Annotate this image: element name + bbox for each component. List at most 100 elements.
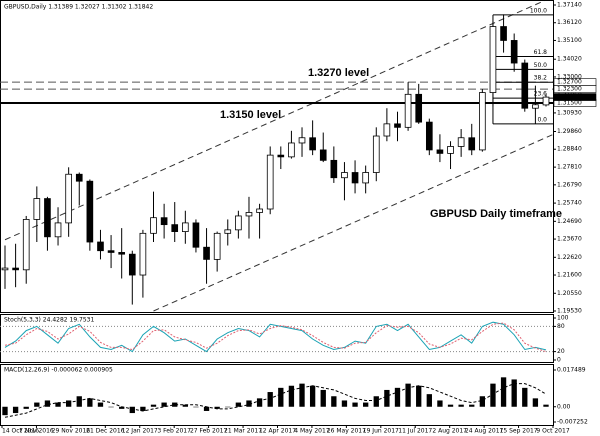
candle-body	[489, 26, 497, 93]
macd-bar	[394, 387, 401, 407]
macd-bar	[511, 379, 517, 407]
macd-bar	[87, 398, 93, 407]
y-tick-label: 1.19530	[557, 308, 582, 315]
y-tick-label: 80	[557, 323, 565, 330]
candle-body	[224, 229, 232, 234]
fib-label: 0.0	[537, 116, 547, 123]
candle-body	[479, 92, 486, 151]
y-tick-label: 1.27810	[557, 164, 582, 171]
stoch-line	[4, 321, 547, 353]
candle-body	[319, 149, 327, 161]
fib-label: 50.0	[534, 62, 548, 69]
macd-bar	[363, 402, 369, 407]
macd-bar	[278, 387, 284, 407]
y-tick-label: 1.35100	[557, 37, 582, 44]
macd-bar	[76, 396, 82, 407]
x-tick-label: 14 Oct 2016	[2, 428, 39, 435]
candle-body	[500, 26, 507, 41]
x-tick-label: 12 Jan 2017	[122, 428, 158, 435]
stoch-panel	[0, 314, 554, 363]
macd-bar	[299, 383, 305, 407]
x-tick-label: 21 Dec 2016	[86, 428, 125, 435]
y-tick-label: 1.25740	[557, 200, 582, 207]
macd-bar	[140, 406, 146, 411]
fib-label: 61.8	[534, 49, 548, 56]
fib-label: 100.0	[530, 7, 547, 14]
macd-bar	[55, 402, 61, 407]
trendline	[153, 133, 553, 312]
candle-body	[351, 172, 359, 184]
candle-body	[192, 222, 200, 248]
macd-title: MACD(12,26,9) -0.000062 0.000905	[4, 367, 113, 374]
macd-bar	[341, 400, 348, 407]
macd-bar	[416, 385, 422, 407]
candle-body	[266, 154, 274, 210]
y-tick-label: 1.28840	[557, 146, 582, 153]
candle-body	[394, 123, 401, 128]
candle-body	[436, 149, 444, 154]
y-tick-label: 100	[557, 315, 569, 322]
candle-body	[213, 232, 221, 260]
y-tick-label: 1.20550	[557, 290, 582, 297]
macd-bar	[309, 385, 316, 407]
y-tick-label: 1.21600	[557, 272, 582, 279]
macd-bar	[225, 406, 231, 408]
annotation: 1.3150 level	[220, 109, 281, 121]
macd-panel	[0, 364, 554, 426]
x-tick-label: 4 May 2017	[294, 428, 329, 435]
y-tick-label: 0.00	[557, 403, 571, 410]
price-tag	[553, 93, 597, 101]
x-tick-label: 19 Jun 2017	[363, 428, 399, 435]
macd-bar	[193, 406, 199, 408]
price-tag-label: 1.31500	[557, 100, 582, 107]
price-plot: 0.0 23.6 38.2 50.0 61.8 100.0	[0, 1, 553, 312]
candle-body	[510, 40, 518, 64]
price-panel	[0, 0, 554, 313]
candle-body	[447, 146, 454, 154]
candle-body	[532, 104, 539, 109]
macd-bar	[256, 398, 263, 407]
macd-bar	[119, 406, 125, 409]
fib-label: 38.2	[534, 75, 548, 82]
candle-body	[309, 137, 316, 151]
macd-bar	[44, 400, 51, 407]
candle-body	[75, 173, 83, 182]
macd-bar	[150, 404, 157, 407]
candle-body	[97, 241, 104, 252]
annotation: 1.3270 level	[308, 67, 369, 79]
macd-bar	[2, 406, 8, 416]
y-tick-label: 1.33000	[557, 73, 582, 80]
macd-bar	[490, 383, 496, 407]
y-tick-label: 1.24690	[557, 218, 582, 225]
macd-bar	[331, 396, 337, 407]
macd-bar	[108, 406, 114, 408]
candle-body	[128, 253, 136, 276]
macd-bar	[235, 402, 242, 407]
x-tick-label: 26 May 2017	[327, 428, 366, 435]
x-tick-label: 29 Nov 2016	[52, 428, 91, 435]
candle-body	[521, 62, 529, 109]
candle-body	[245, 212, 253, 217]
macd-bar	[65, 400, 72, 407]
candle-body	[341, 172, 348, 179]
price-tag-label: 1.32300	[557, 86, 582, 93]
macd-bar	[288, 385, 295, 407]
x-tick-label: 2 Aug 2017	[432, 428, 467, 435]
y-tick-label: 1.26790	[557, 181, 582, 188]
candle-body	[415, 93, 423, 123]
candle-body	[457, 137, 465, 147]
macd-bar	[203, 406, 210, 411]
macd-bar	[246, 400, 252, 407]
candle-body	[383, 123, 391, 137]
y-tick-label: 1.22620	[557, 254, 582, 261]
x-tick-label: 7 Nov 2016	[19, 428, 54, 435]
x-tick-label: 3 Feb 2017	[157, 428, 191, 435]
candle-body	[404, 93, 412, 128]
macd-bar	[129, 406, 135, 414]
y-tick-label: 1.34020	[557, 56, 582, 63]
x-tick-label: 15 Sep 2017	[500, 428, 538, 435]
macd-bar	[352, 402, 358, 407]
annotation: GBPUSD Daily timeframe	[430, 208, 562, 220]
x-tick-label: 21 Mar 2017	[224, 428, 262, 435]
